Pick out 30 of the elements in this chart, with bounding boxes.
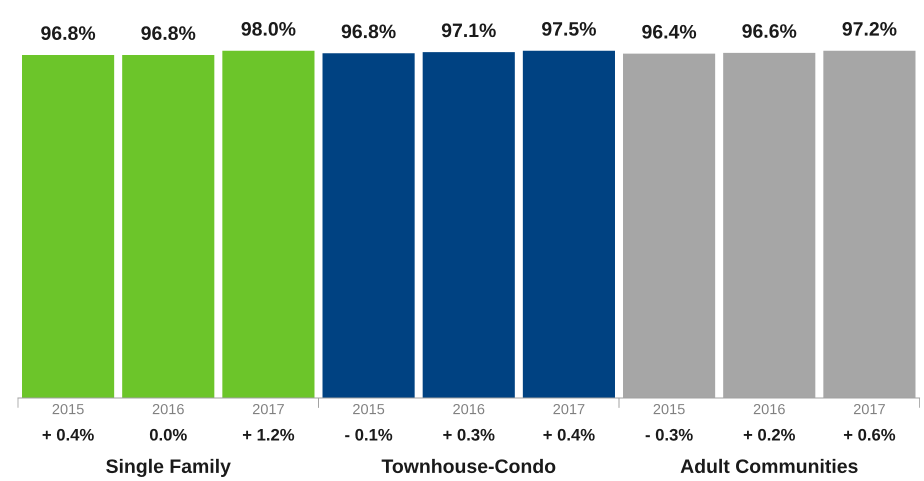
text: - 0.3% (646, 428, 693, 441)
data-label: 97.1% (442, 23, 496, 38)
x-axis-title: Adult Communities (680, 458, 858, 474)
data-label: 97.5% (542, 22, 596, 36)
text: + 1.2% (242, 428, 294, 441)
text: 0.0% (150, 428, 187, 441)
text: + 0.6% (844, 428, 896, 441)
data-label: 96.8% (41, 26, 96, 40)
x-axis-title: Single Family (106, 458, 231, 478)
x-tick-label: 2017 (252, 404, 284, 414)
x-tick-label: 2016 (453, 404, 484, 414)
x-axis-title: Townhouse-Condo (382, 458, 556, 474)
x-tick-label: 2016 (152, 404, 184, 414)
text: - 0.1% (345, 428, 392, 441)
data-label: 96.8% (141, 26, 196, 40)
data-label: 98.0% (242, 22, 296, 36)
data-label: 97.2% (842, 22, 896, 36)
x-tick-label: 2015 (654, 404, 685, 414)
data-label: 96.6% (742, 24, 796, 38)
data-label: 96.4% (642, 24, 696, 39)
x-tick-label: 2016 (754, 404, 785, 414)
x-tick-label: 2017 (553, 404, 584, 414)
text: + 0.4% (543, 428, 595, 441)
x-tick-label: 2015 (52, 404, 84, 414)
data-label: 96.8% (342, 24, 396, 38)
text: + 0.4% (42, 428, 94, 441)
text: + 0.2% (744, 428, 795, 441)
x-tick-label: 2015 (353, 404, 384, 414)
text: + 0.3% (443, 428, 494, 441)
x-tick-label: 2017 (854, 404, 885, 414)
